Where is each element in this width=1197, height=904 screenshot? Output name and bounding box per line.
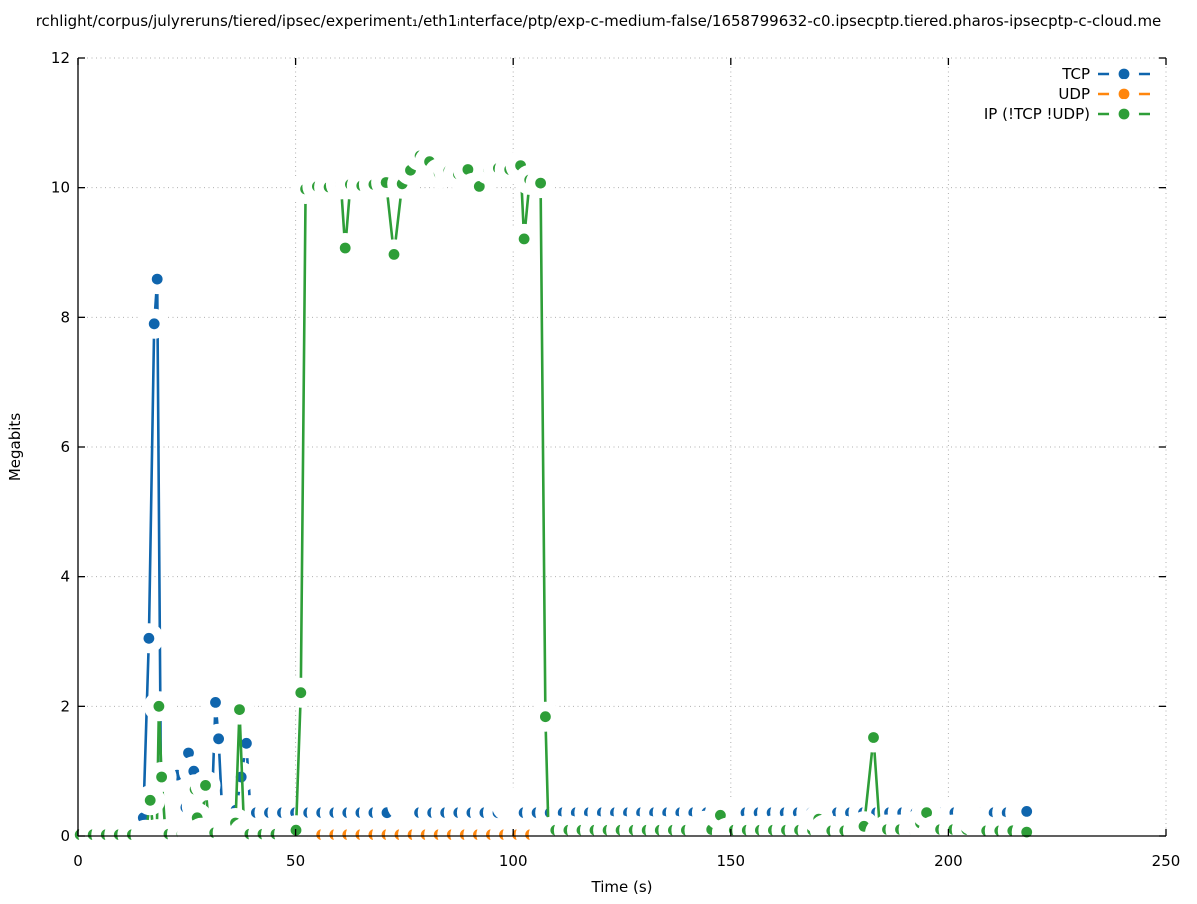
- legend-label-tcp: TCP: [1061, 65, 1090, 83]
- y-axis-label: Megabits: [6, 413, 24, 481]
- series-ip-tcp-udp-marker: [295, 687, 307, 699]
- series-ip-tcp-udp-marker: [518, 233, 530, 245]
- y-tick-label: 6: [60, 438, 70, 456]
- series-tcp-marker: [210, 697, 221, 708]
- y-tick-label: 0: [60, 827, 70, 845]
- tick-labels: 0 50 100 150 200 250 0 2 4 6 8 10 12: [51, 49, 1180, 870]
- series-ip-tcp-udp-marker: [868, 732, 879, 743]
- x-tick-label: 250: [1152, 852, 1181, 870]
- y-tick-label: 4: [60, 568, 70, 586]
- series-tcp-marker: [241, 737, 252, 749]
- series-ip-tcp-udp-marker: [200, 780, 211, 791]
- legend-label-udp: UDP: [1058, 85, 1090, 103]
- series-tcp-marker: [183, 747, 194, 759]
- y-tick-label: 8: [60, 308, 70, 326]
- x-tick-label: 0: [73, 852, 83, 870]
- series-ip-tcp-udp-marker: [234, 704, 245, 715]
- series-ip-tcp-udp-marker: [715, 809, 726, 821]
- y-tick-label: 2: [60, 697, 70, 715]
- legend-entry-ip-tcp-udp: IP (!TCP !UDP): [984, 99, 1150, 129]
- series-tcp-line: [134, 277, 1027, 836]
- series-ip-tcp-udp-marker: [540, 711, 551, 723]
- series-ip-tcp-udp-marker: [339, 242, 351, 254]
- legend-sample-marker: [1118, 68, 1130, 80]
- series-tcp: [119, 264, 1042, 850]
- series-ip-tcp-udp-marker: [535, 177, 546, 189]
- series-tcp-marker: [1021, 806, 1033, 817]
- x-tick-label: 50: [286, 852, 305, 870]
- series-tcp-marker: [143, 632, 155, 644]
- legend-label-ip-tcp-udp: IP (!TCP !UDP): [984, 105, 1090, 123]
- series-ip-tcp-udp-marker: [462, 164, 474, 175]
- chart-title: rchlight/corpus/julyreruns/tiered/ipsec/…: [35, 12, 1162, 30]
- series-tcp-marker: [148, 318, 160, 330]
- series-ip-tcp-udp-marker: [156, 771, 168, 783]
- series-ip-tcp-udp-marker: [388, 249, 400, 260]
- series-ip-tcp-udp-marker: [144, 794, 156, 806]
- x-axis-label: Time (s): [591, 878, 653, 896]
- series-ip-tcp-udp-marker: [1021, 826, 1033, 838]
- x-tick-label: 200: [934, 852, 963, 870]
- series-ip-tcp-udp-marker: [153, 700, 165, 712]
- x-tick-label: 150: [716, 852, 745, 870]
- y-tick-label: 12: [51, 49, 70, 67]
- legend: TCP UDP IP (!TCP !UDP): [984, 59, 1150, 129]
- series-ip-tcp-udp-marker: [473, 181, 485, 192]
- axes: [77, 57, 1167, 837]
- legend-sample-marker: [1118, 108, 1130, 120]
- series-ip-tcp-udp-marker: [921, 807, 932, 819]
- series-tcp-marker: [213, 733, 225, 745]
- y-tick-label: 10: [51, 179, 70, 197]
- series-tcp-marker: [151, 273, 163, 285]
- legend-sample-marker: [1118, 88, 1130, 100]
- x-tick-label: 100: [499, 852, 528, 870]
- series-ip-tcp-udp: [65, 140, 1042, 850]
